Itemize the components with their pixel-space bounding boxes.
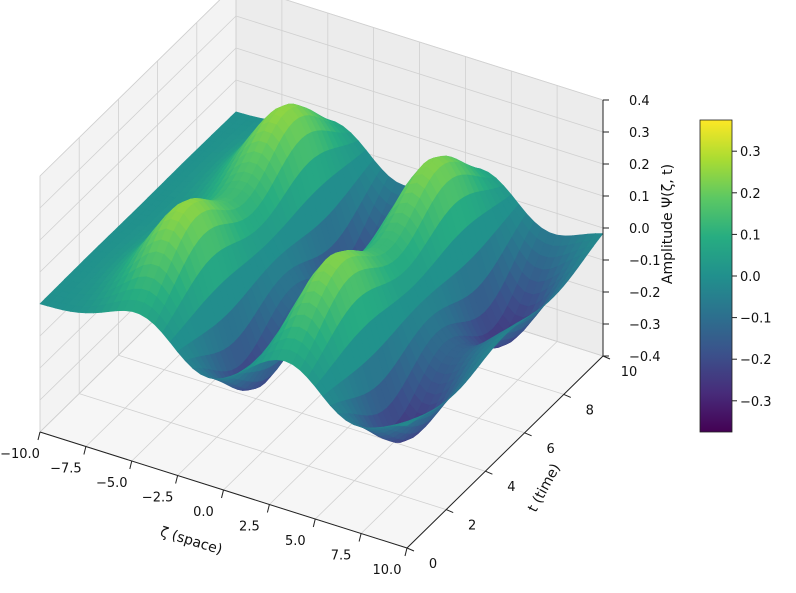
y-tick-mark (406, 547, 415, 552)
z-axis-ticks: −0.4 −0.3 −0.2 −0.1 0.0 0.1 0.2 0.3 0.4 (603, 94, 661, 365)
x-tick-label: −10.0 (0, 447, 40, 462)
colorbar-gradient (699, 119, 733, 433)
z-tick-label: 0.0 (629, 222, 650, 237)
y-tick-mark (446, 509, 454, 514)
y-tick-mark (524, 432, 532, 437)
colorbar-tick-label: 0.2 (740, 187, 761, 202)
surface-mesh (39, 103, 604, 443)
x-tick-mark (266, 504, 270, 513)
colorbar-tick-label: −0.2 (740, 353, 772, 368)
z-axis-label: Amplitude Ψ(ζ, t) (660, 164, 676, 284)
x-tick-mark (129, 460, 133, 470)
z-tick-label: 0.2 (629, 158, 650, 173)
x-tick-mark (175, 475, 179, 484)
colorbar-tick-label: 0.0 (740, 270, 761, 285)
y-tick-label: 6 (546, 442, 554, 457)
z-gridline (235, 79, 604, 197)
x-tick-label: −2.5 (142, 491, 174, 506)
y-axis-ticks: 0 2 4 6 8 10 (406, 355, 638, 572)
z-tick-label: −0.3 (629, 318, 661, 333)
z-tick-label: −0.4 (629, 350, 661, 365)
y-axis-label: t (time) (525, 461, 564, 515)
x-axis-label: ζ (space) (158, 524, 224, 558)
colorbar-tick-label: −0.1 (740, 312, 772, 327)
colorbar-tick-label: 0.1 (740, 228, 761, 243)
x-tick-label: −5.0 (96, 476, 128, 491)
z-gridline (235, 47, 604, 165)
colorbar-tick-label: −0.3 (740, 395, 772, 410)
z-tick-label: 0.3 (629, 126, 650, 141)
y-tick-label: 8 (586, 403, 594, 418)
z-gridline (285, 0, 604, 101)
z-gridline (235, 15, 604, 133)
x-tick-mark (221, 489, 224, 499)
x-tick-label: −7.5 (50, 462, 82, 477)
z-tick-label: 0.1 (629, 190, 650, 205)
x-tick-label: 7.5 (331, 549, 352, 564)
colorbar-tick-label: 0.3 (740, 145, 761, 160)
y-tick-label: 4 (507, 480, 515, 495)
y-gridline (79, 393, 447, 510)
z-gridline (39, 47, 237, 241)
colorbar: 0.3 0.2 0.1 0.0 −0.1 −0.2 −0.3 (699, 119, 772, 433)
x-tick-mark (37, 431, 41, 441)
x-tick-mark (358, 533, 362, 542)
x-tick-label: 0.0 (193, 505, 214, 520)
x-tick-label: 5.0 (285, 534, 306, 549)
x-tick-mark (404, 547, 408, 557)
y-tick-label: 2 (468, 519, 476, 534)
colorbar-ticks: 0.3 0.2 0.1 0.0 −0.1 −0.2 −0.3 (732, 145, 772, 410)
z-gridline (39, 0, 221, 177)
z-tick-label: 0.4 (629, 94, 650, 109)
x-tick-mark (83, 446, 87, 455)
y-tick-label: 10 (621, 365, 638, 380)
x-tick-mark (312, 518, 316, 528)
x-gridline (360, 341, 558, 534)
x-tick-label: 2.5 (239, 520, 260, 535)
y-tick-label: 0 (429, 557, 437, 572)
surface-patch (399, 422, 413, 426)
z-gridline (39, 15, 237, 209)
y-tick-mark (563, 393, 571, 398)
x-tick-label: 10.0 (373, 563, 402, 578)
z-gridline (39, 79, 237, 273)
z-tick-label: −0.2 (629, 286, 661, 301)
y-gridline (118, 354, 486, 472)
y-tick-mark (485, 470, 493, 475)
x-axis-ticks: −10.0 −7.5 −5.0 −2.5 0.0 2.5 5.0 7.5 10.0 (0, 431, 408, 578)
y-axis-line (406, 355, 604, 549)
z-tick-label: −0.1 (629, 254, 661, 269)
